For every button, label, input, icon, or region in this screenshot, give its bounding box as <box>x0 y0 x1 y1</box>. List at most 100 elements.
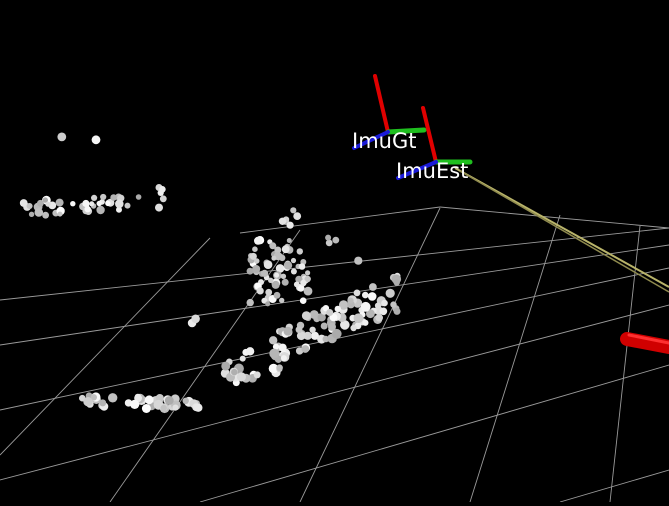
cloud-point <box>263 260 273 270</box>
cloud-point <box>350 324 357 332</box>
cloud-point <box>265 301 271 307</box>
cloud-point <box>354 256 363 265</box>
cloud-point <box>236 372 246 382</box>
red-axis-marker <box>620 332 669 354</box>
cloud-point <box>108 393 118 403</box>
cloud-point <box>385 288 395 298</box>
cloud-point <box>338 300 349 310</box>
cloud-point <box>26 203 33 209</box>
grid-line-col-0 <box>0 237 211 456</box>
cloud-point <box>290 268 297 275</box>
grid-line-row-4 <box>199 364 669 503</box>
cloud-point <box>290 207 297 214</box>
cloud-point <box>273 291 281 299</box>
cloud-point <box>279 297 285 304</box>
cloud-point <box>281 278 289 286</box>
trajectory-line-a <box>454 167 669 288</box>
point-cloud <box>19 132 402 414</box>
grid-line-row-5 <box>559 469 669 503</box>
cloud-point <box>246 267 254 275</box>
cloud-point <box>280 355 287 362</box>
imuest-label: ImuEst <box>396 159 469 183</box>
cloud-point <box>334 305 341 313</box>
imugt-z-axis <box>352 130 390 150</box>
cloud-point <box>305 270 311 276</box>
cloud-point <box>34 208 44 217</box>
cloud-point <box>159 195 167 203</box>
cloud-point <box>298 263 306 270</box>
imuest-x-axis <box>421 106 438 164</box>
cloud-point <box>347 297 354 304</box>
cloud-point <box>155 203 163 212</box>
cloud-point <box>381 299 388 307</box>
cloud-point <box>135 194 142 200</box>
cloud-point <box>252 246 258 252</box>
cloud-point <box>159 186 166 193</box>
cloud-point <box>124 202 131 209</box>
cloud-point <box>375 314 384 322</box>
grid-line-col-3 <box>469 214 561 503</box>
cloud-point <box>309 326 316 333</box>
cloud-point <box>269 336 278 345</box>
cloud-point <box>286 238 292 243</box>
cloud-point <box>332 236 340 244</box>
cloud-point <box>191 314 200 324</box>
grid-line-far-98 <box>439 206 669 229</box>
imugt-label: ImuGt <box>352 129 417 153</box>
cloud-point <box>45 201 51 207</box>
cloud-point <box>254 258 260 264</box>
red-cylinder <box>620 332 669 354</box>
cloud-point <box>269 242 277 250</box>
cloud-point <box>269 348 280 359</box>
cloud-point <box>325 234 332 241</box>
cloud-point <box>281 245 290 254</box>
cloud-point <box>37 199 44 207</box>
cloud-point <box>252 265 261 273</box>
cloud-point <box>246 298 254 307</box>
cloud-point <box>366 309 375 319</box>
cloud-point <box>110 194 117 201</box>
trajectory-line-b <box>459 170 669 293</box>
cloud-point <box>96 200 102 207</box>
cloud-point <box>310 331 319 340</box>
cloud-point <box>84 206 91 213</box>
cloud-point <box>254 236 262 245</box>
cloud-point <box>182 397 189 404</box>
cloud-point <box>144 395 154 405</box>
cloud-point <box>274 246 282 254</box>
cloud-point <box>256 287 264 295</box>
cloud-point <box>290 257 297 264</box>
cloud-point <box>231 368 238 376</box>
cloud-point <box>301 311 311 321</box>
cloud-point <box>221 361 231 371</box>
grid-line-row-1 <box>0 244 669 346</box>
red-cylinder-highlight <box>627 333 669 345</box>
cloud-point <box>42 211 49 219</box>
cloud-point <box>299 297 307 305</box>
cloud-point <box>194 403 203 412</box>
cloud-point <box>96 205 105 215</box>
cloud-point <box>172 404 179 411</box>
grid-line-row-3 <box>0 304 669 481</box>
cloud-point <box>353 289 361 297</box>
cloud-point <box>271 280 280 289</box>
cloud-point <box>160 404 167 412</box>
cloud-point <box>304 275 311 283</box>
cloud-point <box>100 193 107 201</box>
cloud-point <box>328 322 336 331</box>
cloud-point <box>55 198 64 207</box>
cloud-point <box>90 394 98 401</box>
cloud-point <box>340 320 350 330</box>
cloud-point <box>249 252 257 260</box>
cloud-point <box>268 363 279 374</box>
cloud-point <box>379 307 388 316</box>
cloud-point <box>19 199 28 207</box>
cloud-point <box>331 328 342 339</box>
cloud-point <box>362 319 369 326</box>
cloud-point <box>278 217 287 225</box>
cloud-point <box>271 255 277 261</box>
grid-line-row-0 <box>0 227 669 301</box>
trajectory-path <box>454 167 669 293</box>
